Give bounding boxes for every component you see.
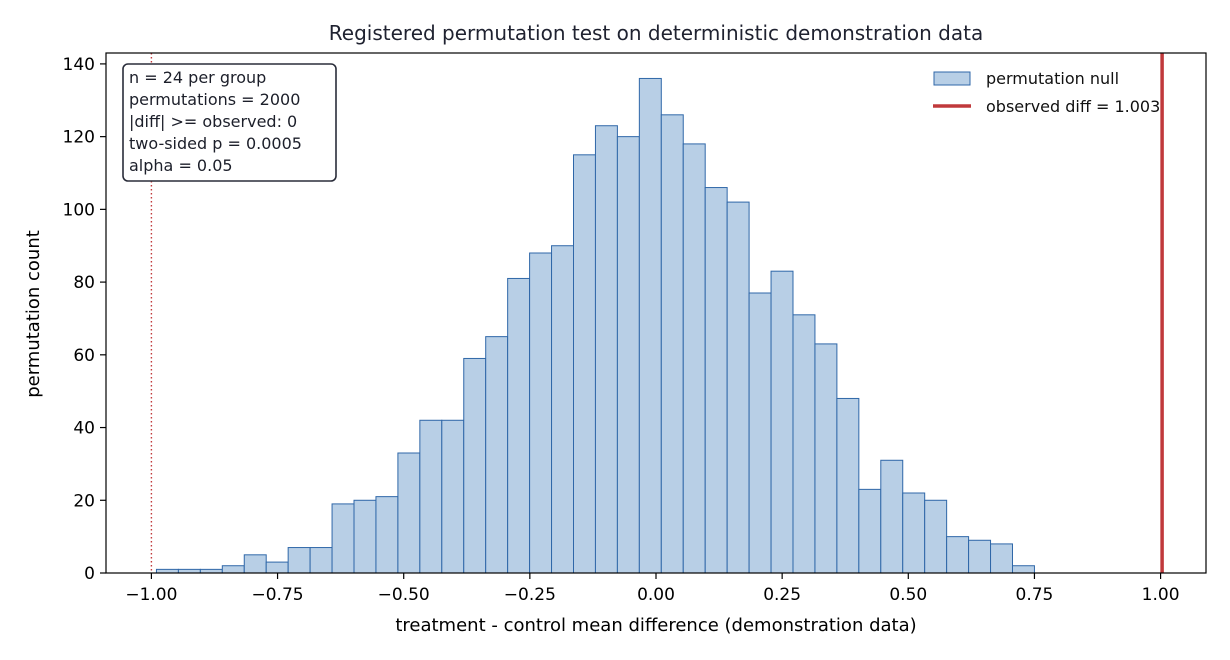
- histogram-bar: [309, 547, 333, 574]
- histogram-bar: [331, 503, 355, 574]
- y-tick-label: 140: [63, 55, 95, 75]
- x-tick-label: −0.75: [252, 585, 304, 605]
- legend-label-observed-diff: observed diff = 1.003: [986, 97, 1160, 116]
- x-tick-label: 1.00: [1142, 585, 1180, 605]
- histogram-bar: [770, 270, 794, 574]
- stats-box-frame: [122, 63, 337, 182]
- x-tick-label: 0.50: [889, 585, 927, 605]
- y-tick-label: 0: [84, 564, 95, 584]
- histogram-bar: [660, 114, 684, 574]
- histogram-bar: [463, 357, 487, 574]
- histogram-bar: [968, 539, 992, 574]
- histogram-bar: [397, 452, 421, 574]
- x-tick-label: 0.00: [637, 585, 675, 605]
- y-tick-label: 80: [73, 273, 95, 293]
- histogram-bar: [419, 419, 443, 574]
- histogram-bar: [265, 561, 289, 574]
- histogram-bar: [682, 143, 706, 574]
- histogram-bar: [353, 499, 377, 574]
- y-tick-label: 40: [73, 419, 95, 439]
- chart-title: Registered permutation test on determini…: [329, 21, 983, 45]
- y-axis-label: permutation count: [23, 230, 44, 398]
- y-axis-ticks: 0 20 40 60 80 100 120 140: [63, 55, 106, 584]
- histogram-bar: [880, 459, 904, 574]
- legend-label-permutation-null: permutation null: [986, 69, 1119, 88]
- x-tick-label: 0.25: [763, 585, 801, 605]
- histogram-bar: [836, 397, 860, 574]
- histogram-bar: [924, 499, 948, 574]
- histogram-bar: [287, 547, 311, 574]
- x-tick-label: −0.50: [378, 585, 430, 605]
- histogram-bar: [946, 536, 970, 574]
- y-tick-label: 120: [63, 128, 95, 148]
- histogram-bar: [507, 277, 531, 574]
- histogram-bar: [638, 77, 662, 574]
- histogram-bar: [375, 496, 399, 574]
- histogram-bar: [902, 492, 926, 574]
- x-tick-label: −1.00: [125, 585, 177, 605]
- histogram-bar: [529, 252, 553, 574]
- histogram-bar: [551, 245, 575, 574]
- x-axis-ticks: −1.00 −0.75 −0.50 −0.25 0.00 0.25 0.50 0.75 1.00: [125, 573, 1180, 605]
- stats-line-alpha: alpha = 0.05: [129, 156, 233, 175]
- stats-annotation-box: n = 24 per group permutations = 2000 |di…: [122, 63, 337, 182]
- histogram-bar: [1011, 565, 1035, 574]
- x-tick-label: −0.25: [504, 585, 556, 605]
- histogram-bar: [594, 125, 618, 574]
- y-tick-label: 60: [73, 346, 95, 366]
- legend-swatch-permutation-null: [933, 71, 971, 86]
- histogram-bar: [858, 488, 882, 574]
- y-tick-label: 20: [73, 491, 95, 511]
- histogram-bars: [155, 77, 1035, 574]
- histogram-bar: [726, 201, 750, 574]
- stats-line-extreme-count: |diff| >= observed: 0: [129, 112, 297, 131]
- histogram-bar: [616, 136, 640, 574]
- stats-line-p-value: two-sided p = 0.0005: [129, 134, 302, 153]
- histogram-bar: [704, 187, 728, 574]
- legend: permutation null observed diff = 1.003: [933, 69, 1160, 116]
- x-tick-label: 0.75: [1016, 585, 1054, 605]
- histogram-bar: [485, 336, 509, 574]
- histogram-bar: [990, 543, 1013, 574]
- histogram-bar: [243, 554, 267, 574]
- reference-lines: [150, 53, 1164, 573]
- histogram-bar: [748, 292, 772, 574]
- y-tick-label: 100: [63, 200, 95, 220]
- stats-line-n: n = 24 per group: [129, 68, 266, 87]
- histogram-bar: [221, 565, 245, 574]
- x-axis-label: treatment - control mean difference (dem…: [395, 615, 916, 636]
- histogram-bar: [814, 343, 838, 574]
- histogram-bar: [441, 419, 465, 574]
- stats-line-permutations: permutations = 2000: [129, 90, 300, 109]
- histogram-bar: [573, 154, 596, 574]
- histogram-bar: [792, 314, 816, 574]
